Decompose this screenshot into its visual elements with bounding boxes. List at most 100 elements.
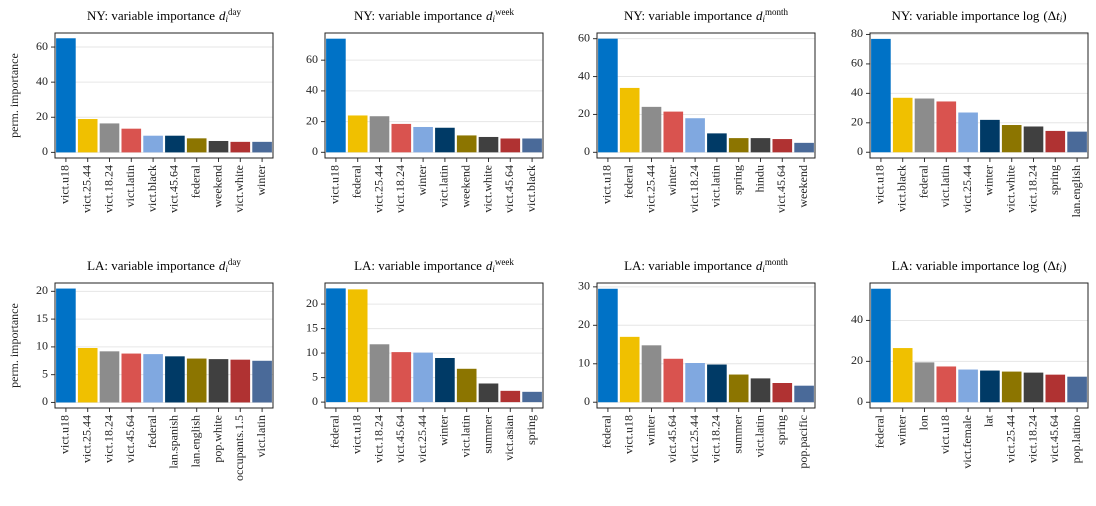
y-tick-label: 10	[306, 345, 318, 359]
x-tick-label: pop.white	[210, 415, 224, 463]
x-tick-label: winter	[643, 415, 657, 446]
panel-frame	[54, 282, 274, 409]
chart-title: LA: variable importance diday	[87, 257, 241, 274]
x-tick-label: vict.25.44	[79, 165, 93, 213]
x-tick-label: vict.18.24	[101, 415, 115, 463]
title-part: d	[756, 8, 763, 23]
y-tick-label: 15	[306, 320, 318, 334]
x-tick-label: lan.english	[1069, 165, 1083, 217]
bar	[391, 123, 412, 153]
x-tick-label: summer	[480, 415, 494, 454]
x-tick-label: spring	[774, 415, 788, 445]
bar	[208, 359, 229, 403]
title-part: d	[219, 8, 226, 23]
title-part: )	[1062, 258, 1066, 273]
x-tick-label: federal	[145, 414, 159, 448]
x-tick-label: vict.18.24	[371, 415, 385, 463]
x-tick-label: lat	[982, 414, 996, 427]
bar	[165, 356, 185, 403]
x-tick-label: vict.black	[145, 165, 159, 212]
panel: LA: variable importance diday 0 5 10 15 20 perm…	[7, 257, 274, 481]
bar	[728, 374, 749, 403]
y-tick-label: 0	[857, 394, 863, 408]
bar	[619, 87, 640, 153]
x-tick-label: weekend	[796, 165, 810, 208]
y-tick-label: 0	[312, 144, 318, 158]
x-tick-label: vict.u18	[873, 165, 887, 204]
panel: NY: variable importance log (Δti) 0 20 40 60 8…	[851, 8, 1089, 217]
y-tick-label: 20	[306, 113, 318, 127]
x-tick-label: federal	[916, 164, 930, 198]
bar	[121, 353, 142, 403]
bar	[165, 135, 185, 153]
x-tick-label: vict.u18	[349, 415, 363, 454]
title-part: week	[495, 257, 514, 267]
y-tick-label: 40	[851, 312, 863, 326]
x-tick-label: spring	[1047, 165, 1061, 195]
title-part: NY: variable importance	[354, 8, 482, 23]
title-part: NY: variable importance log	[891, 8, 1039, 23]
y-tick-label: 0	[42, 394, 48, 408]
bar	[871, 38, 891, 153]
bar	[728, 138, 749, 153]
bar	[369, 344, 390, 403]
title-part: i	[226, 14, 229, 24]
chart-title: LA: variable importance diweek	[354, 257, 514, 274]
x-tick-label: winter	[665, 165, 679, 196]
bar	[1023, 126, 1044, 153]
title-part: i	[492, 264, 495, 274]
x-tick-label: federal	[600, 414, 614, 448]
y-tick-label: 20	[36, 109, 48, 123]
bar	[252, 360, 272, 403]
title-part: t	[1056, 8, 1060, 23]
bar	[478, 136, 499, 153]
bar	[77, 348, 98, 403]
panel: LA: variable importance diweek 0 5 10 15 20 fed…	[306, 257, 544, 463]
panel: NY: variable importance diday 0 20 40 60 perm.…	[7, 7, 274, 213]
x-tick-label: weekend	[458, 165, 472, 208]
bar	[186, 138, 207, 153]
panel: NY: variable importance diweek 0 20 40 60 vict…	[306, 7, 544, 213]
bar	[456, 135, 477, 153]
x-tick-label: winter	[894, 415, 908, 446]
x-tick-label: vict.18.24	[1025, 415, 1039, 463]
x-tick-label: vict.45.64	[393, 415, 407, 463]
panel-frame	[324, 282, 544, 409]
y-tick-label: 60	[578, 30, 590, 44]
bar	[391, 352, 412, 403]
y-tick-label: 0	[584, 144, 590, 158]
x-tick-label: winter	[415, 165, 429, 196]
bar	[500, 390, 521, 403]
bar	[958, 112, 978, 153]
chart-title: LA: variable importance dimonth	[624, 257, 788, 274]
bar	[663, 358, 684, 403]
y-axis-label: perm. importance	[7, 53, 21, 138]
x-tick-label: vict.25.44	[643, 165, 657, 213]
bar	[326, 288, 346, 403]
x-tick-label: vict.18.24	[1025, 165, 1039, 213]
x-tick-label: vict.25.44	[371, 165, 385, 213]
title-part: week	[495, 7, 514, 17]
bar	[892, 97, 913, 153]
title-part: i	[225, 264, 228, 274]
x-tick-label: hindu	[752, 165, 766, 192]
x-tick-label: vict.latin	[709, 165, 723, 207]
title-part: LA: variable importance	[87, 258, 215, 273]
panel-frame	[54, 32, 274, 159]
x-tick-label: vict.18.24	[101, 165, 115, 213]
y-tick-label: 60	[306, 52, 318, 66]
y-tick-label: 30	[578, 279, 590, 293]
x-tick-label: lan.english	[188, 415, 202, 467]
y-tick-label: 60	[36, 39, 48, 53]
y-tick-label: 0	[584, 394, 590, 408]
bar	[1067, 131, 1087, 153]
bar	[663, 111, 684, 153]
bar	[522, 138, 542, 153]
bar	[750, 378, 771, 403]
bar	[685, 118, 705, 153]
bar	[347, 289, 368, 403]
x-tick-label: pop.pacific	[796, 415, 810, 469]
title-part: d	[486, 258, 493, 273]
bar	[56, 288, 76, 403]
